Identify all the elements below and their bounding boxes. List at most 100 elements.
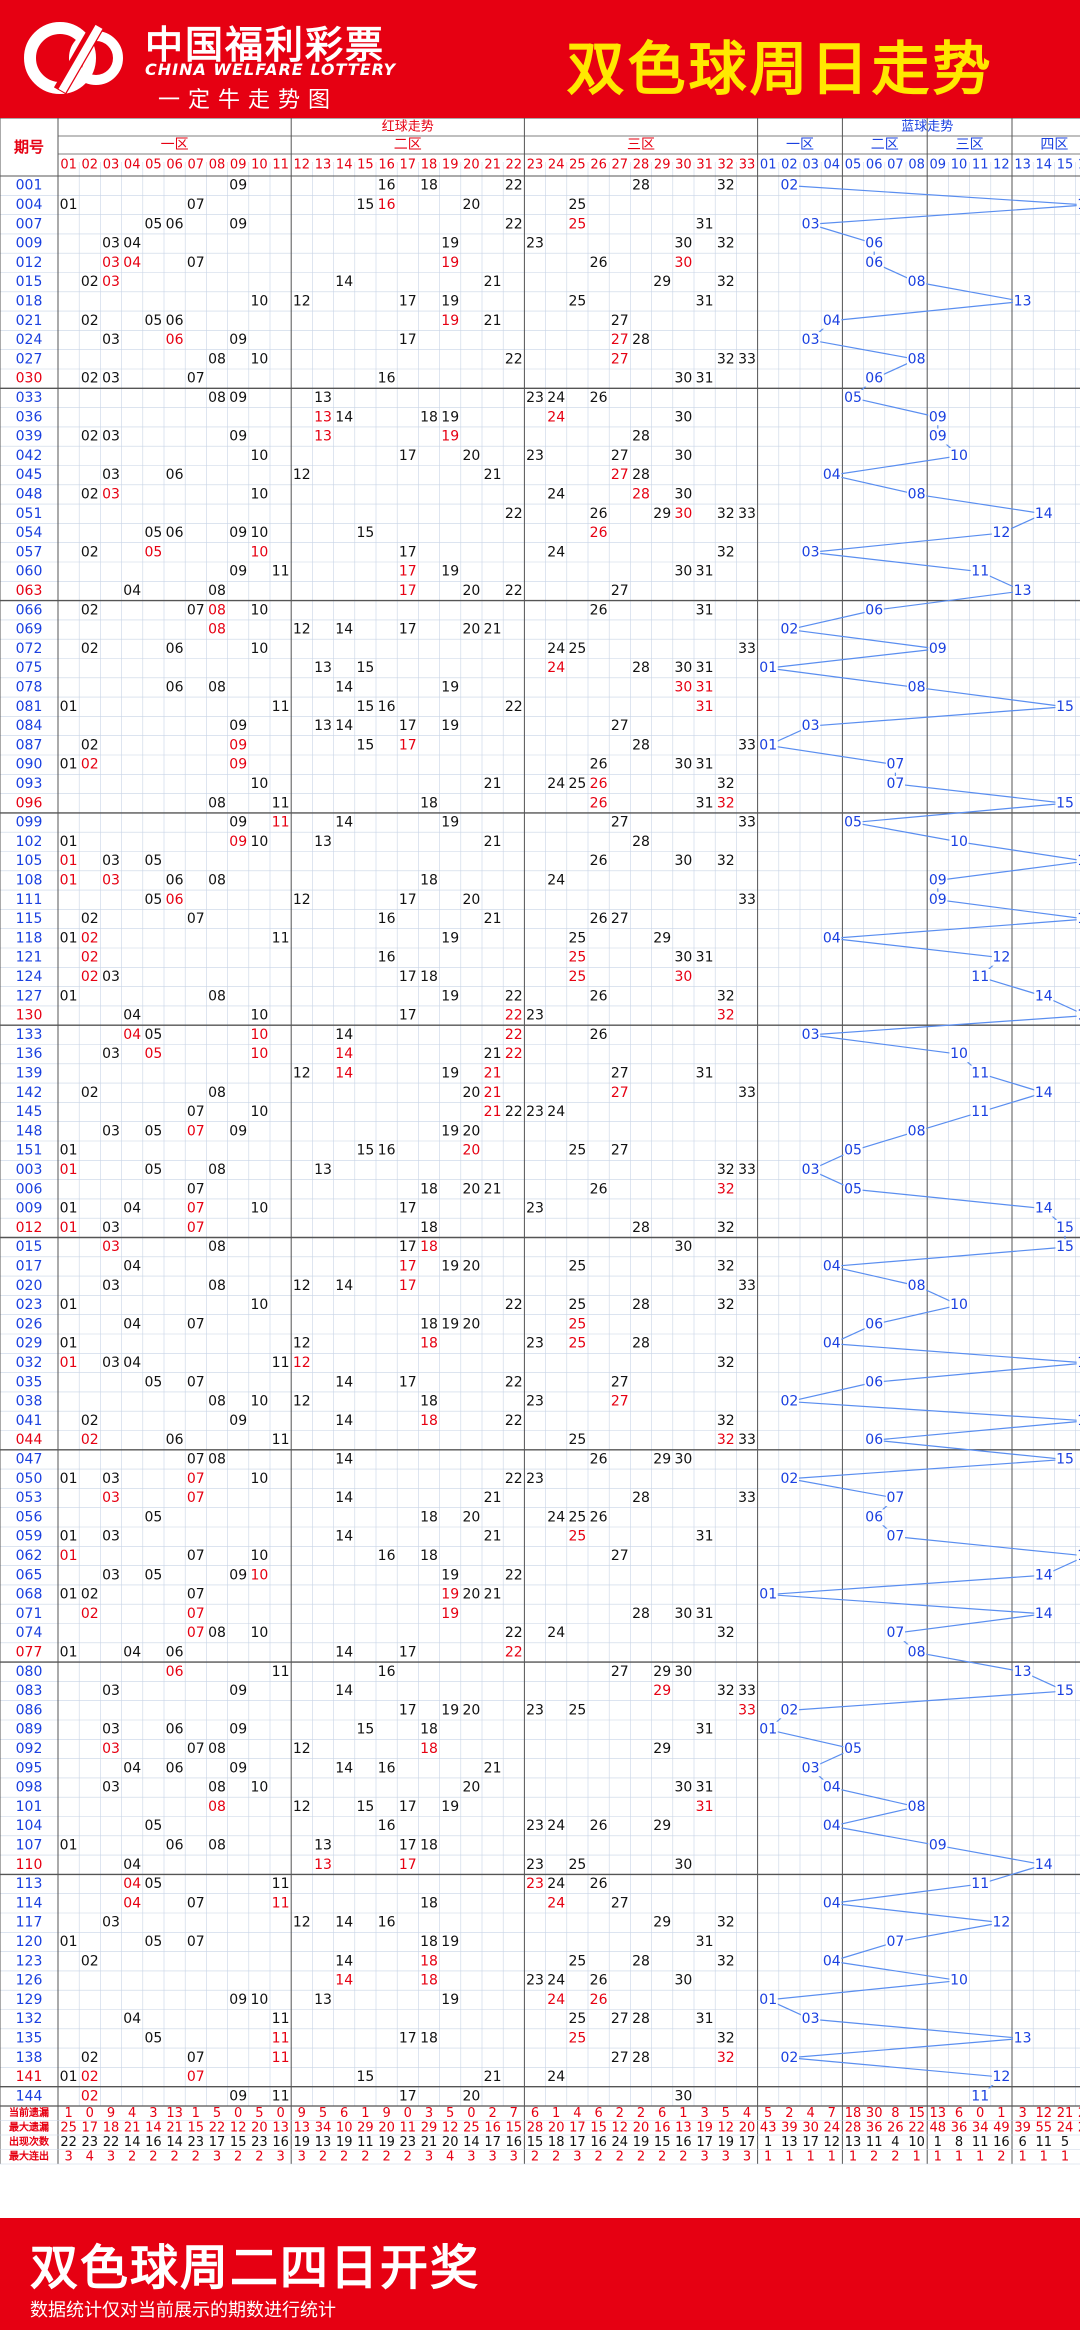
issue-number: 057 bbox=[16, 544, 43, 560]
red-stat-value: 0 bbox=[404, 2106, 412, 2121]
red-stat-value: 2 bbox=[594, 2149, 602, 2164]
red-ball-number: 06 bbox=[166, 872, 184, 888]
red-ball-number: 19 bbox=[441, 1702, 459, 1718]
red-ball-number: 22 bbox=[505, 1644, 523, 1660]
blue-ball-number: 16 bbox=[1077, 197, 1080, 213]
red-ball-number: 06 bbox=[166, 1722, 184, 1738]
red-ball-number: 18 bbox=[420, 178, 438, 194]
red-stat-value: 3 bbox=[425, 2106, 433, 2121]
red-ball-number: 27 bbox=[611, 448, 629, 464]
red-stat-value: 3 bbox=[722, 2149, 730, 2164]
logo-chinese-text: 中国福利彩票 bbox=[145, 23, 386, 67]
blue-ball-bg bbox=[1034, 1084, 1054, 1101]
issue-number: 033 bbox=[16, 390, 43, 406]
red-stat-value: 3 bbox=[213, 2149, 221, 2164]
red-ball-number: 19 bbox=[441, 1934, 459, 1950]
red-stat-value: 21 bbox=[166, 2120, 183, 2135]
red-ball-number: 14 bbox=[335, 1278, 353, 1294]
red-ball-number: 16 bbox=[378, 197, 396, 213]
stats-label: 最大遗漏 bbox=[9, 2120, 49, 2133]
red-ball-number: 22 bbox=[505, 1008, 523, 1024]
page-title: 双色球周日走势 bbox=[566, 35, 994, 103]
red-stat-value: 2 bbox=[679, 2149, 687, 2164]
red-ball-number: 18 bbox=[420, 1837, 438, 1853]
blue-ball-bg bbox=[843, 389, 863, 406]
red-ball-number: 11 bbox=[272, 1895, 290, 1911]
red-ball-number: 17 bbox=[399, 1201, 417, 1217]
red-ball-number: 07 bbox=[187, 1587, 205, 1603]
red-ball-number: 20 bbox=[462, 1143, 480, 1159]
blue-number-header: 11 bbox=[972, 158, 989, 173]
issue-number: 050 bbox=[16, 1471, 43, 1487]
red-ball-number: 08 bbox=[208, 1085, 226, 1101]
red-ball-number: 25 bbox=[568, 1953, 586, 1969]
red-ball-number: 27 bbox=[611, 815, 629, 831]
issue-number: 015 bbox=[16, 1239, 43, 1255]
red-stat-value: 4 bbox=[743, 2106, 751, 2121]
red-stat-value: 20 bbox=[739, 2120, 756, 2135]
red-ball-number: 02 bbox=[81, 274, 99, 290]
red-ball-number: 07 bbox=[187, 371, 205, 387]
blue-ball-number: 11 bbox=[971, 1104, 989, 1120]
blue-ball-bg bbox=[822, 312, 842, 329]
issue-number: 101 bbox=[16, 1799, 43, 1815]
blue-ball-bg bbox=[1076, 1412, 1080, 1429]
issue-number: 133 bbox=[16, 1027, 43, 1043]
red-ball-number: 09 bbox=[229, 332, 247, 348]
red-ball-number: 09 bbox=[229, 718, 247, 734]
blue-stat-value: 12 bbox=[1036, 2106, 1053, 2121]
red-ball-number: 02 bbox=[81, 371, 99, 387]
red-ball-number: 10 bbox=[250, 486, 268, 502]
red-ball-number: 13 bbox=[314, 409, 332, 425]
blue-ball-number: 06 bbox=[865, 1509, 883, 1525]
red-stat-value: 4 bbox=[573, 2106, 581, 2121]
red-ball-number: 03 bbox=[102, 332, 120, 348]
red-ball-number: 22 bbox=[505, 351, 523, 367]
red-ball-number: 26 bbox=[590, 776, 608, 792]
red-ball-number: 17 bbox=[399, 1008, 417, 1024]
red-ball-number: 17 bbox=[399, 332, 417, 348]
red-ball-number: 21 bbox=[484, 1046, 502, 1062]
red-ball-number: 05 bbox=[144, 1567, 162, 1583]
red-stat-value: 3 bbox=[573, 2149, 581, 2164]
blue-trend-line bbox=[765, 185, 1080, 2097]
blue-ball-number: 01 bbox=[759, 1587, 777, 1603]
blue-ball-bg bbox=[1055, 1451, 1075, 1468]
red-ball-number: 15 bbox=[356, 525, 374, 541]
red-ball-number: 33 bbox=[738, 1162, 756, 1178]
blue-ball-number: 12 bbox=[992, 525, 1010, 541]
red-ball-number: 05 bbox=[144, 544, 162, 560]
blue-stat-value: 34 bbox=[972, 2120, 989, 2135]
issue-number: 039 bbox=[16, 429, 43, 445]
blue-ball-bg bbox=[885, 1933, 905, 1950]
red-ball-number: 19 bbox=[441, 1587, 459, 1603]
red-stat-value: 19 bbox=[336, 2135, 353, 2150]
blue-ball-bg bbox=[801, 216, 821, 233]
red-ball-number: 16 bbox=[378, 1915, 396, 1931]
blue-ball-bg bbox=[1076, 1547, 1080, 1564]
red-stat-value: 9 bbox=[298, 2106, 306, 2121]
blue-ball-bg bbox=[822, 467, 842, 484]
blue-ball-number: 02 bbox=[780, 178, 798, 194]
red-ball-number: 25 bbox=[568, 1258, 586, 1274]
red-ball-number: 28 bbox=[632, 178, 650, 194]
red-ball-number: 14 bbox=[335, 409, 353, 425]
red-ball-number: 10 bbox=[250, 1394, 268, 1410]
red-ball-number: 26 bbox=[590, 988, 608, 1004]
red-ball-number: 07 bbox=[187, 197, 205, 213]
red-stat-value: 10 bbox=[336, 2120, 353, 2135]
red-ball-number: 17 bbox=[399, 1258, 417, 1274]
red-stat-value: 13 bbox=[272, 2120, 289, 2135]
red-stat-value: 11 bbox=[400, 2120, 417, 2135]
red-ball-number: 22 bbox=[505, 1471, 523, 1487]
red-ball-number: 17 bbox=[399, 293, 417, 309]
red-ball-number: 24 bbox=[547, 872, 565, 888]
blue-stat-value: 15 bbox=[908, 2106, 925, 2121]
issue-number: 035 bbox=[16, 1374, 43, 1390]
blue-ball-bg bbox=[907, 1644, 927, 1661]
red-ball-number: 16 bbox=[378, 1143, 396, 1159]
blue-stat-value: 27 bbox=[1078, 2120, 1080, 2135]
issue-number: 117 bbox=[16, 1915, 43, 1931]
blue-ball-number: 01 bbox=[759, 660, 777, 676]
blue-ball-bg bbox=[907, 486, 927, 503]
